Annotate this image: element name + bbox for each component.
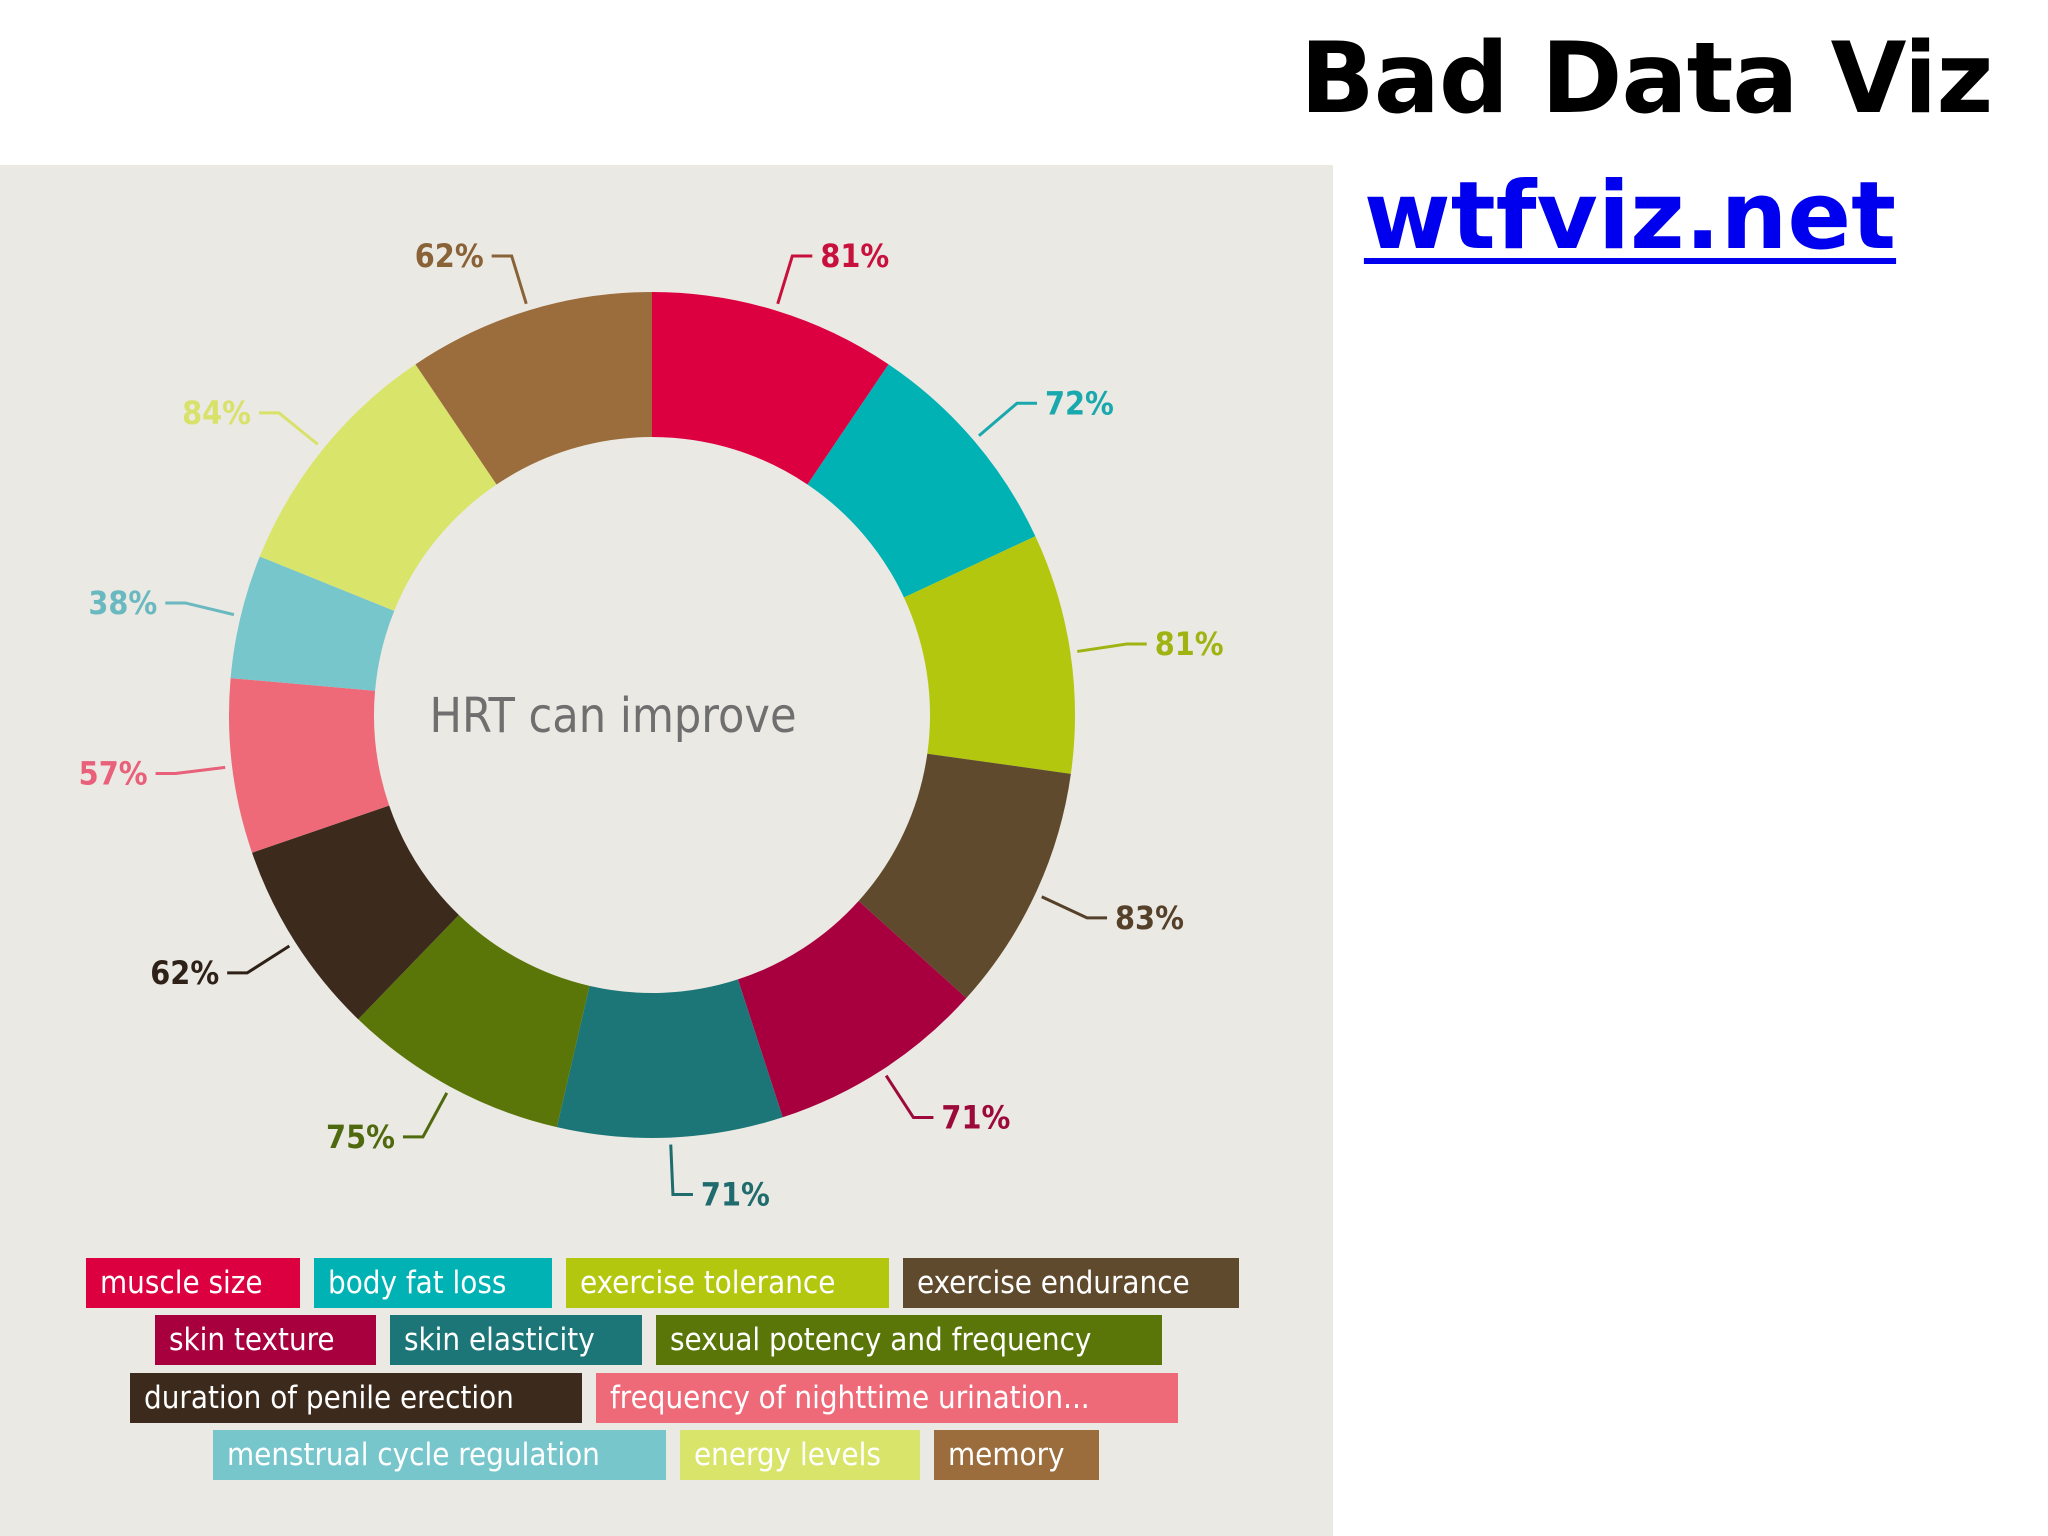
value-label: 62% [150,954,219,992]
leader-line [227,944,291,975]
value-label: 72% [1045,384,1114,422]
value-label: 71% [701,1176,770,1214]
legend-chip-muscle-size: muscle size [86,1258,300,1308]
slice-duration-of-penile-erection [252,805,459,1020]
slice-muscle-size [652,292,889,485]
leader-line [669,1144,693,1197]
legend-chip-exercise-tolerance: exercise tolerance [566,1258,889,1308]
legend-row: menstrual cycle regulation energy levels m… [213,1430,1099,1480]
value-label: 71% [941,1099,1010,1137]
legend-chip-sexual-potency-and-frequency: sexual potency and frequency [656,1315,1162,1365]
legend-row: muscle size body fat loss exercise toleran… [86,1258,1239,1308]
leader-line [884,1074,934,1120]
slide-title: Bad Data Viz [1300,22,1993,136]
leader-line [402,1092,449,1139]
legend-row: duration of penile erection frequency of … [130,1373,1178,1423]
value-label: 84% [182,394,251,432]
legend-row: skin texture skin elasticity sexual potenc… [155,1315,1162,1365]
slice-skin-texture [737,901,967,1118]
legend-chip-body-fat-loss: body fat loss [314,1258,552,1308]
wtfviz-link[interactable]: wtfviz.net [1363,162,1897,271]
legend-chip-duration-of-penile-erection: duration of penile erection [130,1373,582,1423]
value-label: 81% [1155,625,1224,663]
center-text: HRT can improve [429,688,796,744]
slice-sexual-potency-and-frequency [358,914,590,1128]
slice-energy-levels [259,364,497,611]
value-label: 83% [1115,899,1184,937]
legend-chip-frequency-of-nighttime-urination: frequency of nighttime urination... [596,1373,1178,1423]
legend-chip-energy-levels: energy levels [680,1430,920,1480]
slice-exercise-endurance [858,753,1071,999]
donut-chart: 81% 72% 81% 83% 71% 71% 75% 62% 57% 38% 84% 62% HRT … [79,237,1224,1214]
leader-line [1077,642,1147,653]
value-label: 81% [820,237,889,275]
value-label: 38% [88,584,157,622]
leader-line [1041,895,1108,920]
slice-body-fat-loss [807,364,1036,598]
slice-menstrual-cycle-regulation [230,556,395,691]
leader-line [491,254,528,305]
chart-panel: 81% 72% 81% 83% 71% 71% 75% 62% 57% 38% 84% 62% HRT … [0,165,1333,1536]
slice-frequency-of-nighttime-urination [229,678,390,853]
value-label: 62% [415,237,484,275]
legend-chip-memory: memory [934,1430,1099,1480]
value-label: 57% [79,754,148,792]
slice-memory [415,292,652,485]
leader-line [978,401,1037,437]
legend-chip-exercise-endurance: exercise endurance [903,1258,1239,1308]
leader-line [165,601,235,617]
leader-line [258,411,319,446]
legend-chip-skin-texture: skin texture [155,1315,376,1365]
slice-exercise-tolerance [903,536,1075,774]
leader-line [155,765,226,775]
slice-skin-elasticity [556,979,783,1138]
value-label: 75% [326,1118,395,1156]
legend-chip-skin-elasticity: skin elasticity [390,1315,642,1365]
leader-line [776,254,813,305]
legend-chip-menstrual-cycle-regulation: menstrual cycle regulation [213,1430,666,1480]
